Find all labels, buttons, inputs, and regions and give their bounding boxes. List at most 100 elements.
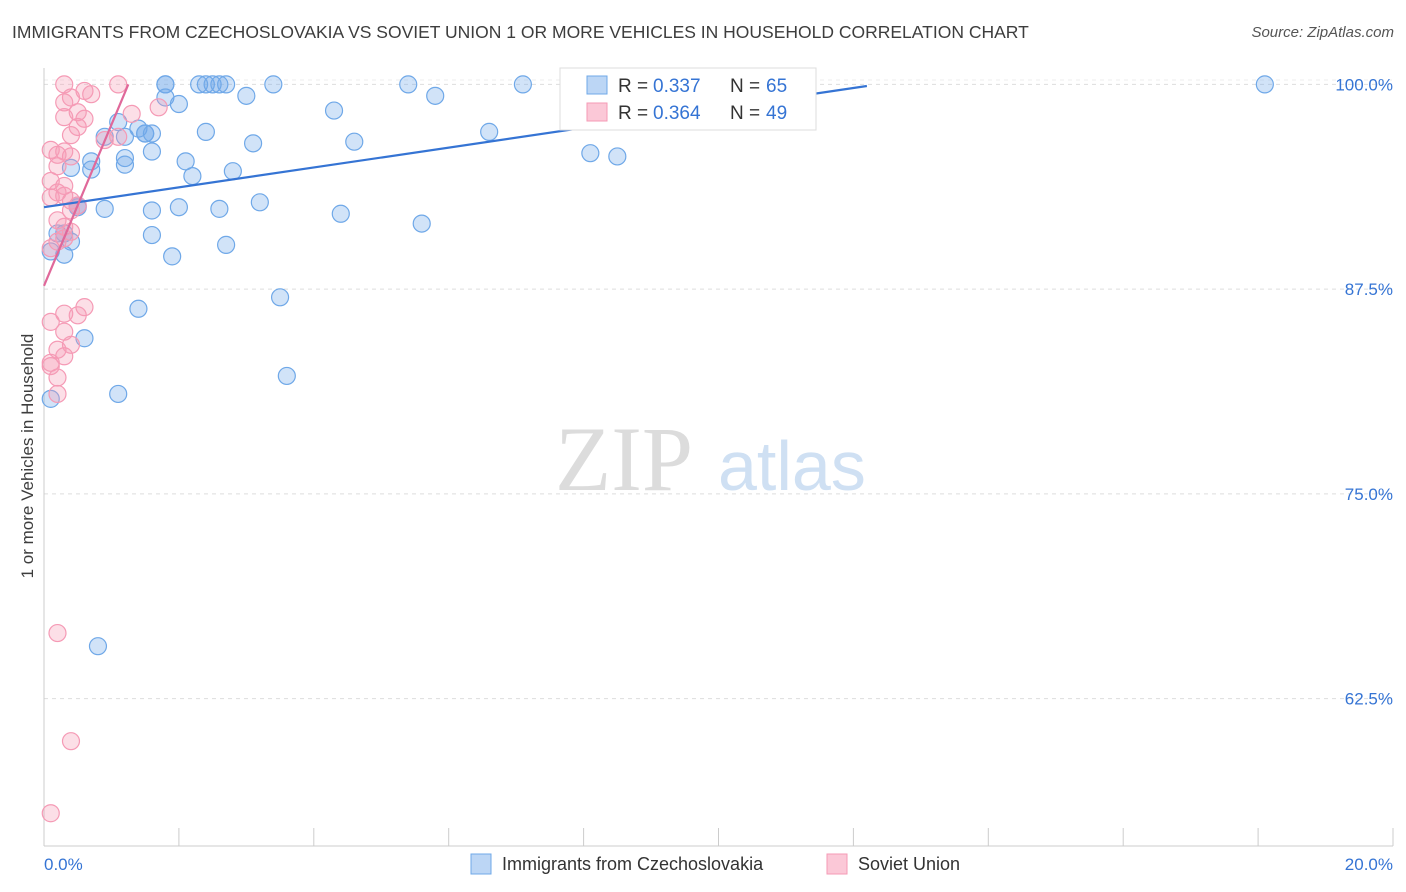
point-czechoslovakia xyxy=(270,288,290,307)
point-soviet-union xyxy=(68,306,87,325)
watermark-zip: ZIP xyxy=(555,408,693,510)
chart-source: Source: ZipAtlas.com xyxy=(1251,24,1394,41)
stats-n-czechoslovakia: 65 xyxy=(766,76,787,97)
point-czechoslovakia xyxy=(399,75,418,94)
tick-labels: 100.0% 87.5% 75.0% 62.5% 0.0% 20.0% xyxy=(44,75,1393,874)
point-czechoslovakia xyxy=(1255,75,1274,94)
point-soviet-union xyxy=(55,93,74,112)
point-soviet-union xyxy=(61,147,81,166)
point-czechoslovakia xyxy=(169,94,188,114)
point-czechoslovakia xyxy=(324,101,344,120)
point-soviet-union xyxy=(48,211,67,230)
point-czechoslovakia xyxy=(196,75,215,94)
point-soviet-union xyxy=(41,356,60,376)
point-czechoslovakia xyxy=(142,142,162,161)
point-czechoslovakia xyxy=(581,144,600,163)
stats-r-czechoslovakia: 0.337 xyxy=(653,76,701,97)
chart-title: IMMIGRANTS FROM CZECHOSLOVAKIA VS SOVIET… xyxy=(12,22,1029,42)
point-soviet-union xyxy=(48,384,67,404)
point-czechoslovakia xyxy=(217,235,236,254)
point-soviet-union xyxy=(82,85,101,104)
point-czechoslovakia xyxy=(426,86,445,105)
y-tick-label: 87.5% xyxy=(1345,280,1393,299)
point-czechoslovakia xyxy=(183,167,202,186)
point-czechoslovakia xyxy=(169,198,188,217)
point-czechoslovakia xyxy=(163,247,182,266)
legend-item-soviet-union[interactable]: Soviet Union xyxy=(826,853,960,875)
point-soviet-union xyxy=(61,335,81,354)
point-soviet-union xyxy=(48,368,67,387)
stats-r-soviet-union: 0.364 xyxy=(653,103,701,124)
point-czechoslovakia xyxy=(237,86,256,105)
point-soviet-union xyxy=(149,98,168,117)
point-czechoslovakia xyxy=(210,75,229,94)
point-soviet-union xyxy=(61,732,81,751)
legend-swatch-soviet-union xyxy=(826,853,848,875)
point-czechoslovakia xyxy=(142,124,162,143)
point-czechoslovakia xyxy=(142,225,162,245)
point-soviet-union xyxy=(68,103,87,122)
point-czechoslovakia xyxy=(243,134,263,153)
point-soviet-union xyxy=(48,623,67,643)
point-czechoslovakia xyxy=(136,124,155,143)
point-czechoslovakia xyxy=(210,199,229,218)
point-soviet-union xyxy=(55,304,74,323)
point-czechoslovakia xyxy=(129,299,148,318)
point-czechoslovakia xyxy=(115,155,135,174)
point-czechoslovakia xyxy=(156,75,175,94)
point-czechoslovakia xyxy=(203,75,222,94)
y-tick-label: 75.0% xyxy=(1345,485,1393,504)
point-czechoslovakia xyxy=(412,214,431,233)
point-czechoslovakia xyxy=(115,127,135,146)
stats-n-soviet-union: 49 xyxy=(766,103,787,124)
point-soviet-union xyxy=(41,171,60,191)
point-czechoslovakia xyxy=(217,75,236,94)
series-legend: Immigrants from Czechoslovakia Soviet Un… xyxy=(470,853,960,875)
point-soviet-union xyxy=(55,108,74,127)
point-soviet-union xyxy=(41,804,60,823)
point-czechoslovakia xyxy=(190,75,209,94)
stats-r-label: R = xyxy=(618,103,648,124)
stats-n-label: N = xyxy=(730,103,760,124)
point-soviet-union xyxy=(109,127,128,146)
point-soviet-union xyxy=(41,312,60,331)
point-czechoslovakia xyxy=(345,132,364,151)
point-czechoslovakia xyxy=(95,199,114,218)
point-soviet-union xyxy=(41,188,60,207)
y-tick-label: 100.0% xyxy=(1335,75,1393,94)
point-czechoslovakia xyxy=(480,122,499,141)
point-czechoslovakia xyxy=(223,162,242,181)
point-czechoslovakia xyxy=(88,637,108,656)
point-soviet-union xyxy=(61,126,81,145)
legend-label-czechoslovakia: Immigrants from Czechoslovakia xyxy=(502,854,764,874)
legend-item-czechoslovakia[interactable]: Immigrants from Czechoslovakia xyxy=(470,853,764,875)
point-czechoslovakia xyxy=(264,75,283,94)
x-tick-label: 0.0% xyxy=(44,855,83,874)
point-czechoslovakia xyxy=(608,147,627,166)
point-czechoslovakia xyxy=(115,148,135,168)
legend-swatch-czechoslovakia xyxy=(470,853,492,875)
point-czechoslovakia xyxy=(331,204,350,223)
point-soviet-union xyxy=(109,75,128,94)
stats-n-label: N = xyxy=(730,76,760,97)
stats-swatch-czechoslovakia xyxy=(586,75,608,95)
point-czechoslovakia xyxy=(176,152,195,171)
point-soviet-union xyxy=(55,176,74,196)
x-tick-label: 20.0% xyxy=(1345,855,1393,874)
point-czechoslovakia xyxy=(513,75,532,94)
watermark: ZIP atlas xyxy=(555,408,866,510)
trend-line-soviet-union xyxy=(42,83,130,287)
y-axis-label: 1 or more Vehicles in Household xyxy=(18,334,37,579)
stats-legend: R = 0.337 N = 65 R = 0.364 N = 49 xyxy=(559,67,817,131)
stats-swatch-soviet-union xyxy=(586,102,608,122)
point-czechoslovakia xyxy=(109,384,128,404)
watermark-atlas: atlas xyxy=(718,427,866,505)
axes xyxy=(43,68,1394,847)
point-soviet-union xyxy=(122,104,141,123)
point-soviet-union xyxy=(48,157,67,176)
legend-label-soviet-union: Soviet Union xyxy=(858,854,960,874)
y-tick-label: 62.5% xyxy=(1345,690,1393,709)
point-czechoslovakia xyxy=(277,366,296,386)
point-czechoslovakia xyxy=(250,193,269,212)
